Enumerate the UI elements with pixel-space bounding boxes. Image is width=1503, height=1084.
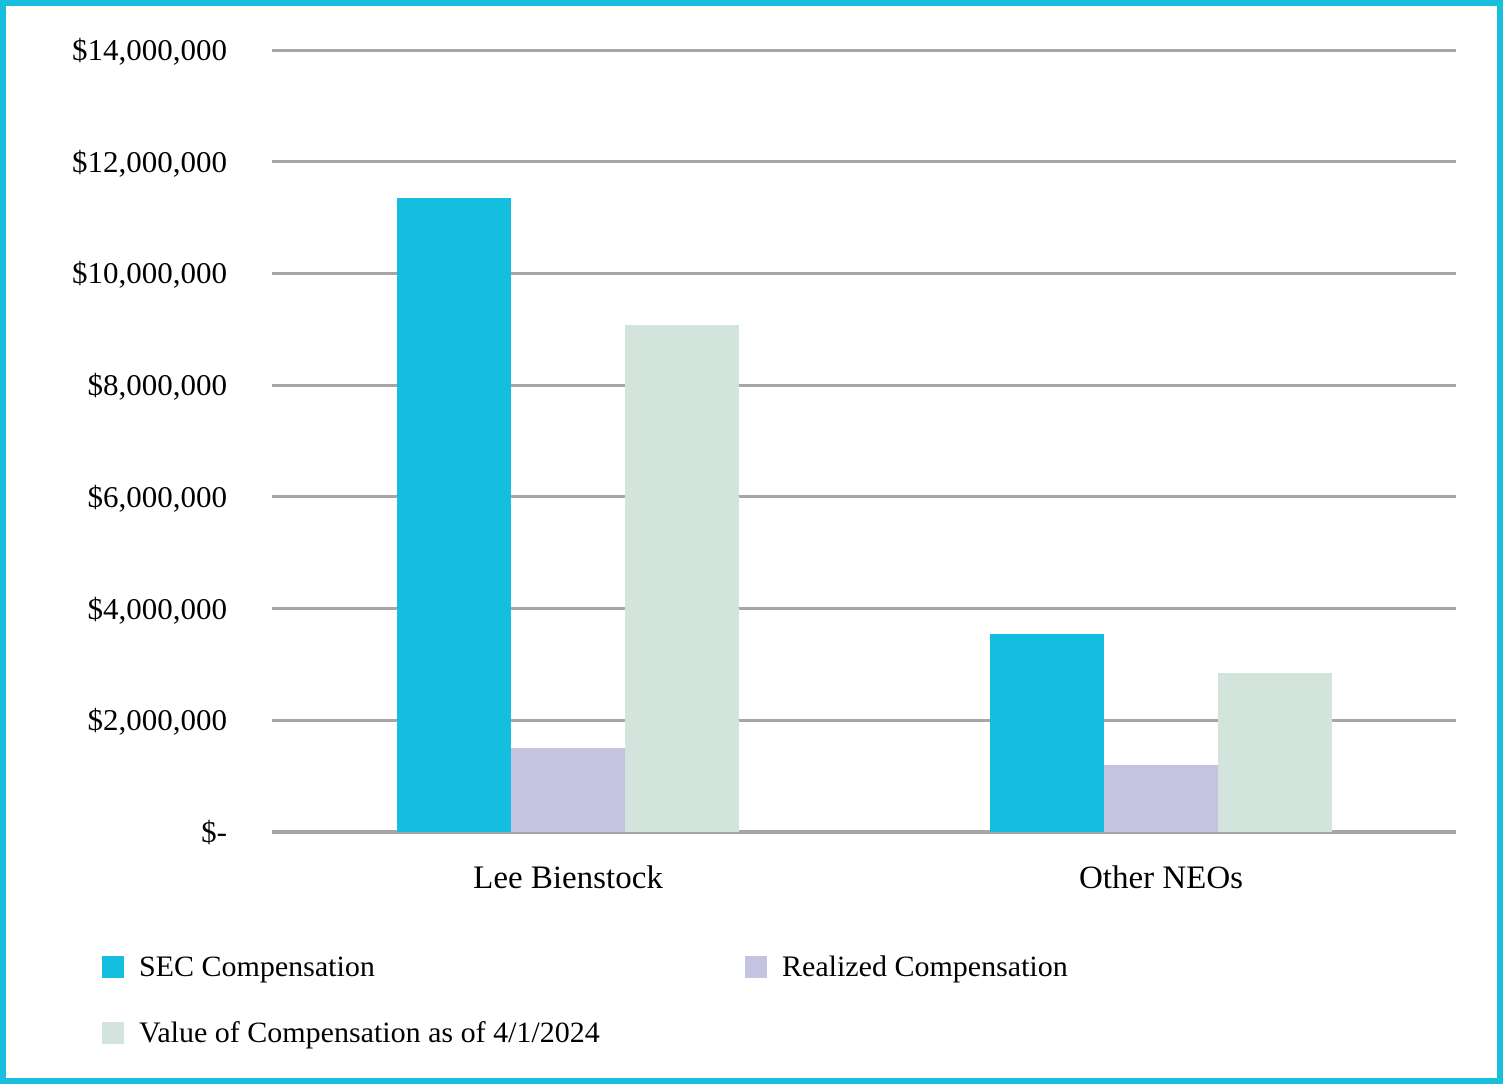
- y-tick-label-2: $10,000,000: [72, 255, 227, 291]
- legend-swatch-icon: [102, 1022, 124, 1044]
- bar-realized-compensation-other-neos: [1104, 764, 1218, 832]
- y-tick-label-3: $8,000,000: [87, 367, 228, 403]
- gridline-8-000-000: [272, 383, 1456, 387]
- bar-sec-compensation-other-neos: [990, 633, 1104, 832]
- gridline-14-000-000: [272, 48, 1456, 52]
- legend-item-realized-compensation: Realized Compensation: [745, 948, 1068, 986]
- category-label-lee-bienstock: Lee Bienstock: [473, 860, 663, 896]
- bar-value-of-compensation-as-of-4-1-2024-other-neos: [1218, 672, 1332, 832]
- gridline-12-000-000: [272, 160, 1456, 164]
- gridline-2-000-000: [272, 718, 1456, 722]
- gridline-6-000-000: [272, 495, 1456, 499]
- legend-swatch-icon: [102, 956, 124, 978]
- y-tick-label-1: $12,000,000: [72, 143, 227, 179]
- bar-realized-compensation-lee-bienstock: [511, 748, 625, 832]
- legend-item-value-of-compensation-as-of-4-1-2024: Value of Compensation as of 4/1/2024: [102, 1014, 600, 1052]
- plot-area: [272, 48, 1456, 834]
- legend-item-sec-compensation: SEC Compensation: [102, 948, 375, 986]
- legend-swatch-icon: [745, 956, 767, 978]
- legend-label: SEC Compensation: [139, 950, 375, 983]
- legend-label: Realized Compensation: [782, 950, 1068, 983]
- y-tick-label-4: $6,000,000: [87, 478, 228, 514]
- y-tick-label-7: $-: [201, 814, 227, 849]
- bar-value-of-compensation-as-of-4-1-2024-lee-bienstock: [625, 324, 739, 832]
- gridline-4-000-000: [272, 607, 1456, 611]
- x-axis-line: [272, 830, 1456, 834]
- legend-label: Value of Compensation as of 4/1/2024: [139, 1016, 600, 1049]
- y-tick-label-0: $14,000,000: [72, 32, 227, 67]
- gridline-10-000-000: [272, 271, 1456, 275]
- y-tick-label-5: $4,000,000: [87, 590, 228, 626]
- y-tick-label-6: $2,000,000: [87, 702, 228, 738]
- bar-sec-compensation-lee-bienstock: [397, 198, 511, 832]
- category-label-other-neos: Other NEOs: [1078, 860, 1244, 896]
